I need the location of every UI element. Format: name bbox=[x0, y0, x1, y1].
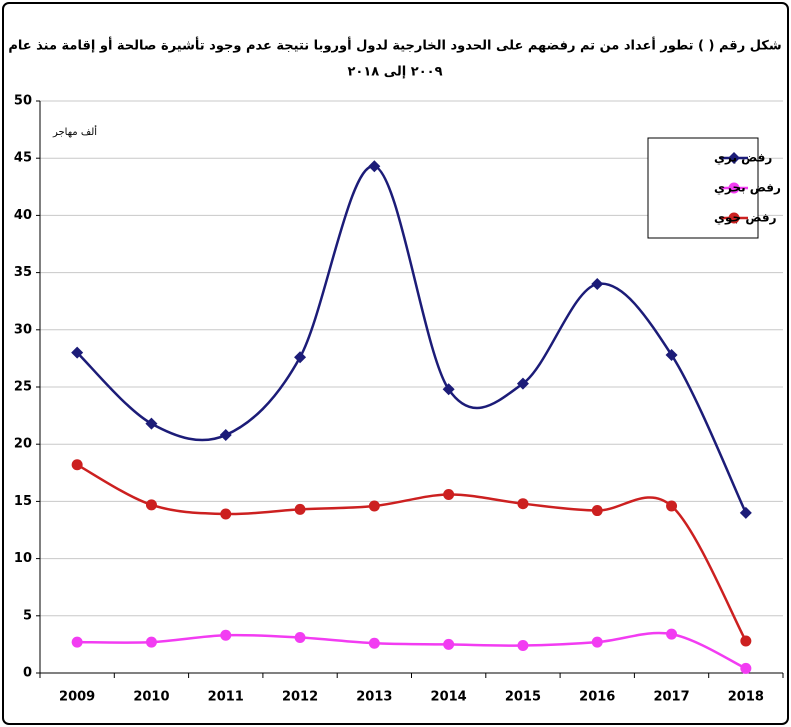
x-tick-label: 2015 bbox=[505, 690, 541, 705]
y-tick-label: 20 bbox=[14, 437, 32, 452]
y-tick-label: 5 bbox=[23, 608, 32, 623]
legend-marker bbox=[728, 152, 740, 164]
data-point bbox=[294, 503, 306, 515]
legend-label: رفض جوي bbox=[714, 211, 777, 226]
data-point bbox=[145, 417, 158, 430]
data-point bbox=[71, 346, 84, 359]
data-point bbox=[71, 636, 83, 648]
legend-marker bbox=[728, 182, 740, 194]
data-point bbox=[740, 635, 752, 647]
data-point bbox=[71, 459, 83, 471]
y-tick-label: 35 bbox=[14, 265, 32, 280]
data-point bbox=[294, 632, 306, 644]
x-tick-label: 2016 bbox=[579, 690, 615, 705]
series-line bbox=[77, 631, 747, 670]
data-point bbox=[368, 637, 380, 649]
x-tick-label: 2009 bbox=[59, 690, 95, 705]
data-point bbox=[443, 638, 455, 650]
data-point bbox=[516, 377, 529, 390]
x-tick-label: 2011 bbox=[208, 690, 244, 705]
data-point bbox=[294, 351, 307, 364]
data-point bbox=[368, 160, 381, 173]
y-tick-label: 40 bbox=[14, 208, 32, 223]
x-tick-label: 2013 bbox=[356, 690, 392, 705]
data-point bbox=[442, 383, 455, 396]
data-point bbox=[517, 498, 529, 510]
data-point bbox=[666, 500, 678, 512]
y-tick-label: 10 bbox=[14, 551, 32, 566]
data-point bbox=[739, 506, 752, 519]
data-point bbox=[591, 278, 604, 291]
legend-label: رفض بحري bbox=[714, 181, 781, 195]
legend-marker bbox=[728, 212, 740, 224]
data-point bbox=[665, 348, 678, 361]
x-tick-label: 2014 bbox=[431, 690, 467, 705]
y-tick-label: 50 bbox=[14, 94, 32, 109]
data-point bbox=[740, 662, 752, 674]
data-point bbox=[145, 499, 157, 511]
data-point bbox=[517, 640, 529, 652]
data-point bbox=[666, 628, 678, 640]
y-tick-label: 30 bbox=[14, 322, 32, 337]
chart-subtitle: ٢٠٠٩ إلى ٢٠١٨ bbox=[347, 65, 442, 80]
x-tick-label: 2010 bbox=[133, 690, 169, 705]
legend-label: رفض بري bbox=[714, 151, 772, 165]
y-tick-label: 15 bbox=[14, 494, 32, 509]
y-axis-label: ألف مهاجر bbox=[52, 125, 97, 138]
data-point bbox=[591, 505, 603, 517]
data-point bbox=[145, 636, 157, 648]
data-point bbox=[591, 636, 603, 648]
data-point bbox=[368, 500, 380, 512]
series-line bbox=[76, 463, 747, 642]
x-tick-label: 2012 bbox=[282, 690, 318, 705]
data-point bbox=[443, 489, 455, 501]
y-tick-label: 25 bbox=[14, 380, 32, 395]
y-tick-label: 45 bbox=[14, 151, 32, 166]
x-tick-label: 2017 bbox=[653, 690, 689, 705]
y-tick-label: 0 bbox=[23, 666, 32, 681]
chart-title: شكل رقم ( ) تطور أعداد من تم رفضهم على ا… bbox=[8, 37, 781, 54]
data-point bbox=[219, 429, 232, 442]
data-point bbox=[220, 508, 232, 520]
x-tick-label: 2018 bbox=[728, 690, 764, 705]
series-line bbox=[76, 164, 747, 514]
data-point bbox=[220, 629, 232, 641]
